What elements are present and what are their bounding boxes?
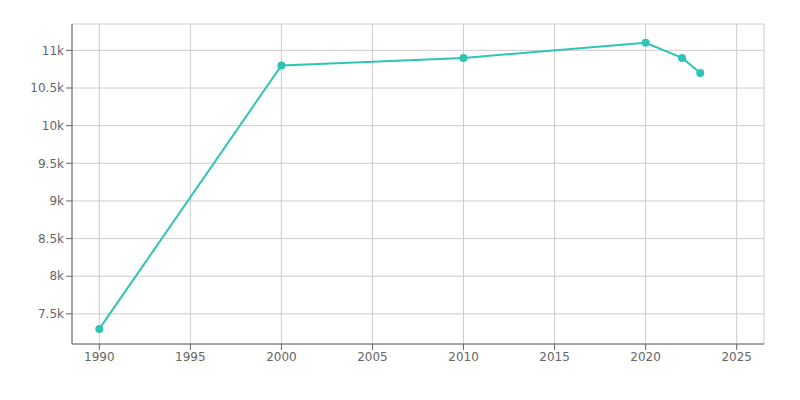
svg-text:10.5k: 10.5k — [30, 81, 64, 95]
svg-text:7.5k: 7.5k — [38, 307, 64, 321]
svg-text:1995: 1995 — [175, 350, 206, 364]
svg-text:8.5k: 8.5k — [38, 232, 64, 246]
svg-text:2010: 2010 — [448, 350, 479, 364]
svg-text:10k: 10k — [42, 119, 64, 133]
svg-text:2015: 2015 — [539, 350, 570, 364]
svg-text:9k: 9k — [49, 194, 64, 208]
svg-text:9.5k: 9.5k — [38, 157, 64, 171]
svg-text:2000: 2000 — [266, 350, 297, 364]
svg-text:2005: 2005 — [357, 350, 388, 364]
svg-text:8k: 8k — [49, 269, 64, 283]
svg-text:11k: 11k — [42, 44, 64, 58]
svg-text:2020: 2020 — [630, 350, 661, 364]
svg-text:2025: 2025 — [721, 350, 752, 364]
svg-text:1990: 1990 — [84, 350, 115, 364]
